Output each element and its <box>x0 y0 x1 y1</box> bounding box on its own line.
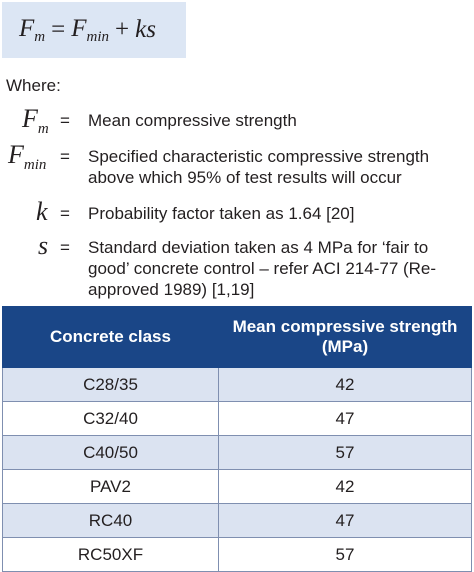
table-row: RC50XF 57 <box>2 537 472 572</box>
definition-text: Probability factor taken as 1.64 [20] <box>88 204 355 223</box>
cell-class: C40/50 <box>2 435 219 470</box>
definition-symbol: s <box>38 231 49 260</box>
cell-class: C28/35 <box>2 367 219 402</box>
formula-rhs-ks: ks <box>135 16 156 43</box>
table-row: PAV2 42 <box>2 469 472 504</box>
header-concrete-class: Concrete class <box>2 306 219 368</box>
cell-strength: 47 <box>218 401 472 436</box>
formula-equals: = <box>51 16 66 43</box>
cell-strength: 42 <box>218 367 472 402</box>
definition-text: Mean compressive strength <box>88 111 297 130</box>
cell-class: C32/40 <box>2 401 219 436</box>
cell-class: RC50XF <box>2 537 219 572</box>
cell-strength: 47 <box>218 503 472 538</box>
definition-symbol: k <box>36 197 48 226</box>
formula-lhs: Fm <box>19 14 46 45</box>
definition-symbol: Fm <box>22 104 49 138</box>
header-mean-strength: Mean compressive strength (MPa) <box>218 306 472 368</box>
definition-equals: = <box>60 204 70 223</box>
definition-symbol: Fmin <box>8 140 47 174</box>
definition-equals: = <box>60 111 70 130</box>
cell-class: RC40 <box>2 503 219 538</box>
definition-text: Standard deviation taken as 4 MPa for ‘f… <box>88 238 437 299</box>
cell-strength: 57 <box>218 537 472 572</box>
table-row: RC40 47 <box>2 503 472 538</box>
cell-strength: 42 <box>218 469 472 504</box>
definition-equals: = <box>60 147 70 166</box>
definition-equals: = <box>60 238 70 257</box>
table-header-row: Concrete class Mean compressive strength… <box>2 306 472 368</box>
formula-box: Fm = Fmin + ks <box>2 2 186 58</box>
table-row: C28/35 42 <box>2 367 472 402</box>
formula-plus: + <box>115 16 130 43</box>
definition-text: Specified characteristic compressive str… <box>88 147 430 187</box>
formula-rhs-fmin: Fmin <box>71 14 110 45</box>
strength-table: Concrete class Mean compressive strength… <box>2 306 472 572</box>
table-row: C32/40 47 <box>2 401 472 436</box>
where-label: Where: <box>6 76 61 95</box>
cell-strength: 57 <box>218 435 472 470</box>
cell-class: PAV2 <box>2 469 219 504</box>
table-row: C40/50 57 <box>2 435 472 470</box>
